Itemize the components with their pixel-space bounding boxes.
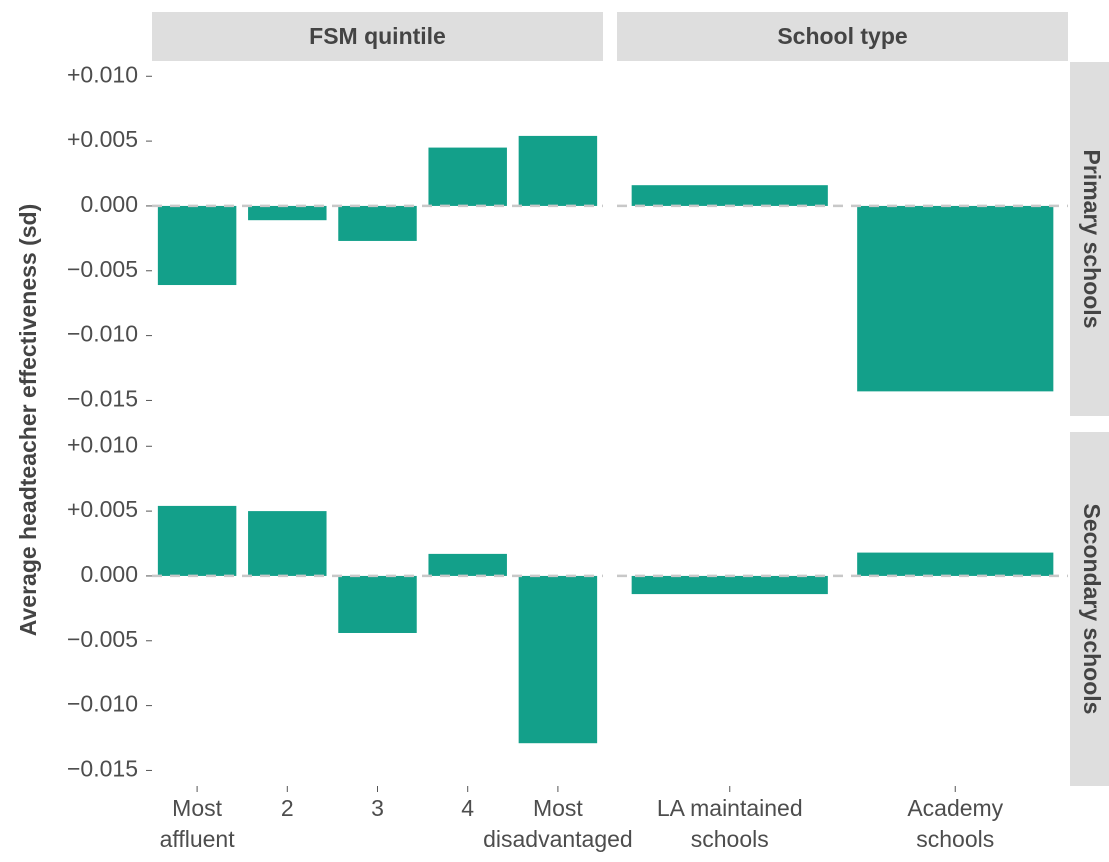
bar [631,575,828,595]
bar [248,205,327,221]
row-strip-label: Primary schools [1079,150,1105,329]
y-tick-label: 0.000 [80,561,138,587]
bar [857,552,1054,576]
bar [157,205,237,286]
x-tick-label: affluent [160,826,236,852]
strip-background [1070,62,1109,416]
column-strip-label: FSM quintile [309,23,446,49]
strip-background [1070,432,1109,786]
y-tick-label: −0.010 [67,691,138,717]
x-tick-label: schools [916,826,994,852]
y-tick-label: +0.010 [67,61,138,87]
strip-background [617,12,1068,61]
column-strip-label: School type [777,23,907,49]
y-tick-label: 0.000 [80,191,138,217]
bar [518,575,598,744]
bar [428,553,507,576]
bar [631,185,828,206]
y-tick-label: −0.005 [67,256,138,282]
y-tick-label: −0.005 [67,626,138,652]
row-strip-label: Secondary schools [1079,504,1105,715]
x-tick-label: disadvantaged [483,826,633,852]
bar [338,575,417,633]
x-tick-label: 4 [461,795,474,821]
y-tick-label: −0.015 [67,756,138,782]
bar [338,205,417,241]
x-tick-label: LA maintained [657,795,803,821]
bar [428,147,507,206]
x-tick-label: schools [691,826,769,852]
y-tick-label: +0.010 [67,431,138,457]
bar [248,511,327,576]
bar [857,205,1054,392]
x-tick-label: 2 [281,795,294,821]
y-tick-label: +0.005 [67,496,138,522]
y-axis-label: Average headteacher effectiveness (sd) [15,204,41,637]
x-tick-label: 3 [371,795,384,821]
y-tick-label: +0.005 [67,126,138,152]
y-tick-label: −0.015 [67,386,138,412]
bar [518,135,598,206]
y-tick-label: −0.010 [67,321,138,347]
x-tick-label: Most [533,795,583,821]
strip-background [152,12,603,61]
x-tick-label: Most [172,795,222,821]
bar [157,505,237,576]
x-tick-label: Academy [907,795,1003,821]
